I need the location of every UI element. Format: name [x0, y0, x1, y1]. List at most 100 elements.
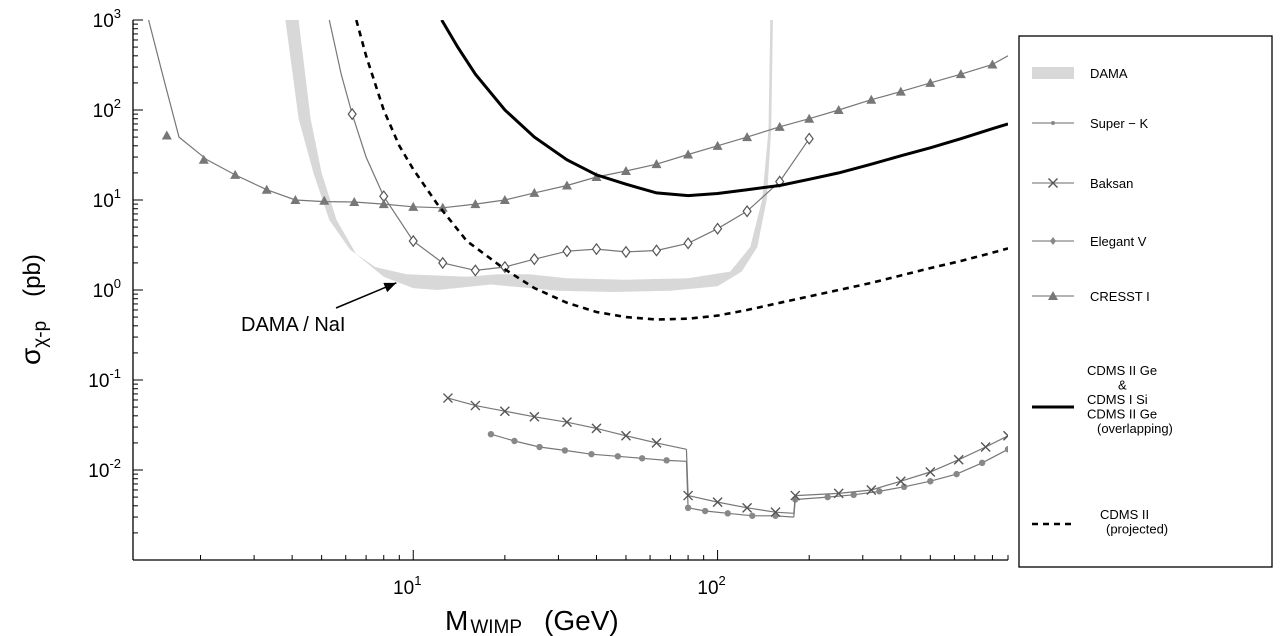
legend-label-line: &: [1118, 378, 1127, 393]
y-axis-title: σχ-p(pb): [15, 254, 51, 365]
marker-baksan: [620, 430, 631, 441]
marker-cresst-i: [408, 201, 419, 211]
marker-cresst-i: [955, 69, 966, 79]
marker-super-k: [663, 457, 670, 464]
marker-cresst-i: [561, 180, 572, 190]
line-super-k: [490, 433, 687, 462]
marker-baksan: [529, 411, 540, 422]
marker-super-k: [588, 450, 595, 458]
marker-baksan: [953, 454, 964, 465]
marker-baksan: [866, 484, 877, 495]
marker-cresst-i: [529, 187, 540, 197]
legend-item-cresst: CRESST I: [1032, 289, 1150, 304]
marker-cresst-i: [895, 86, 906, 96]
marker-cresst-i: [620, 166, 631, 176]
marker-cresst-i: [987, 59, 998, 69]
marker-super-k: [614, 453, 621, 460]
series-cdms-ii-projected: [355, 20, 1008, 321]
x-tick-label: 102: [697, 573, 725, 599]
series-cresst-i: [148, 20, 1008, 212]
marker-cresst-i: [651, 159, 662, 169]
marker-super-k: [487, 430, 495, 438]
marker-super-k: [684, 504, 692, 512]
marker-cresst-i: [925, 77, 936, 87]
marker-elegant-v: [804, 132, 814, 145]
marker-cresst-i: [866, 94, 877, 104]
annotation-dama-nai: DAMA / NaI: [241, 314, 345, 336]
legend-item-baksan: Baksan: [1032, 176, 1133, 191]
marker-elegant-v: [438, 256, 448, 270]
marker-elegant-v: [591, 242, 602, 256]
marker-cresst-i: [470, 199, 481, 209]
line-baksan: [795, 435, 1008, 497]
marker-elegant-v: [529, 252, 540, 266]
marker-super-k: [953, 470, 960, 478]
marker-baksan: [742, 502, 753, 513]
marker-baksan: [712, 497, 723, 508]
marker-baksan: [790, 490, 801, 501]
marker-baksan: [499, 406, 510, 417]
axes: 103 102 101 100 10-1 10-2 101 102 M WIMP (GeV) σχ-p…: [15, 6, 1009, 636]
marker-super-k: [876, 488, 883, 495]
marker-elegant-v: [470, 264, 481, 277]
marker-elegant-v: [742, 205, 752, 218]
legend-marker: [1048, 178, 1058, 188]
legend-item-elegant: Elegant V: [1032, 234, 1147, 249]
y-tick-label: 103: [93, 6, 121, 32]
x-tick-label: 101: [393, 573, 421, 599]
marker-cresst-i: [833, 105, 844, 114]
marker-super-k: [701, 507, 709, 515]
marker-cresst-i: [712, 140, 723, 150]
marker-super-k: [536, 443, 543, 451]
legend-label: Elegant V: [1090, 234, 1147, 249]
marker-elegant-v: [712, 222, 723, 235]
marker-elegant-v: [347, 107, 357, 121]
legend-label-line: CDMS II Ge: [1087, 407, 1157, 422]
marker-super-k: [724, 510, 731, 517]
marker-baksan: [561, 417, 572, 428]
marker-super-k: [927, 478, 934, 485]
series-cdms-ii-ge-cdms-i-si-cdms-ii-ge-overlapping: [440, 20, 1008, 198]
marker-cresst-i: [804, 113, 815, 123]
marker-cresst-i: [774, 121, 785, 131]
series-layer: [148, 20, 1008, 519]
legend-label: CRESST I: [1090, 289, 1150, 304]
marker-cresst-i: [499, 195, 510, 204]
marker-baksan: [470, 400, 481, 411]
y-tick-label: 100: [93, 276, 121, 302]
marker-cresst-i: [591, 172, 602, 182]
annotations: DAMA / NaI: [241, 282, 397, 336]
marker-cresst-i: [683, 149, 694, 159]
legend-label-line: (projected): [1106, 522, 1168, 537]
line-cresst-i: [148, 20, 1008, 209]
legend-item-superk: Super − K: [1032, 116, 1149, 131]
legend-marker: [1048, 291, 1058, 300]
legend-label: Baksan: [1090, 176, 1133, 191]
line-baksan: [447, 397, 687, 450]
marker-super-k: [850, 491, 857, 499]
y-tick-label: 10-2: [88, 456, 121, 482]
series-baksan: [442, 393, 1008, 518]
legend-label-line: CDMS II: [1100, 507, 1149, 522]
series-super-k: [487, 430, 1008, 519]
annotation-arrowhead: [383, 282, 397, 293]
marker-baksan: [591, 423, 602, 434]
series-dama: [285, 20, 773, 292]
marker-super-k: [824, 493, 831, 501]
marker-baksan: [683, 490, 694, 501]
marker-cresst-i: [437, 202, 448, 212]
marker-cresst-i: [230, 169, 241, 179]
legend-swatch: [1032, 67, 1074, 79]
legend-label: Super − K: [1090, 116, 1149, 131]
marker-baksan: [770, 507, 781, 518]
marker-cresst-i: [319, 195, 330, 205]
legend-label-line: (overlapping): [1097, 421, 1173, 436]
line-elegant-v: [328, 20, 810, 272]
marker-super-k: [749, 512, 756, 519]
marker-super-k: [561, 447, 569, 454]
marker-baksan: [833, 488, 844, 499]
marker-baksan: [651, 437, 662, 448]
marker-elegant-v: [651, 244, 662, 257]
